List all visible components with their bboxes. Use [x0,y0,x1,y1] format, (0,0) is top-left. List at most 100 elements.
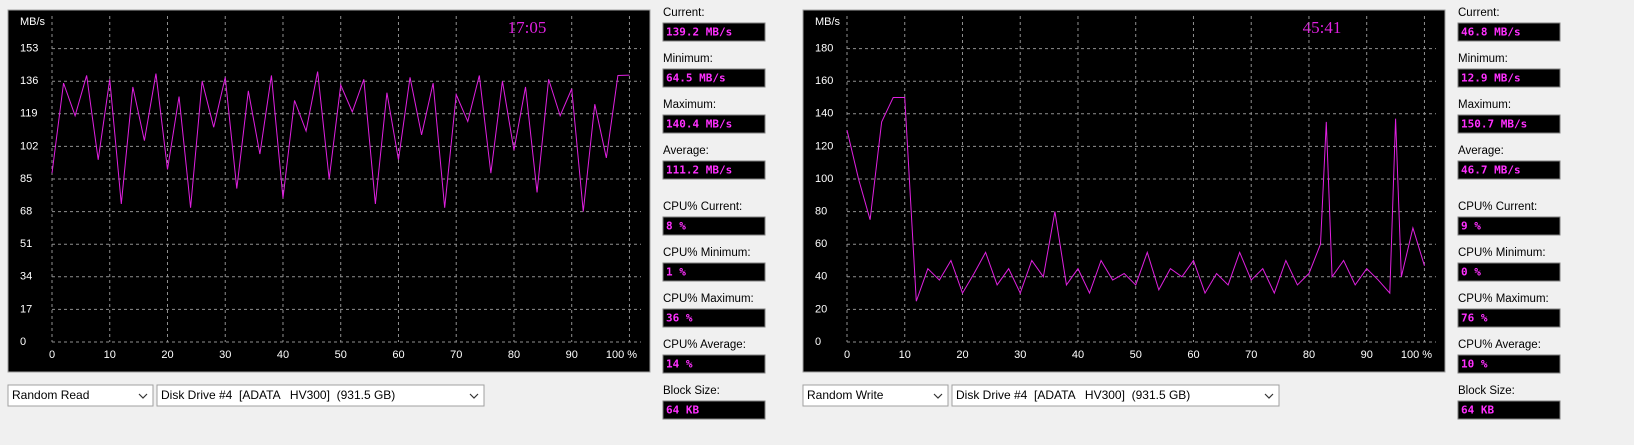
stat-box [1457,160,1561,180]
x-tick-label: 0 [844,349,850,361]
stat-label: Current: [663,7,705,19]
x-tick-label: 60 [1187,349,1199,361]
stat-label: Minimum: [663,53,713,65]
stat-value: 64.5 MB/s [666,72,726,85]
y-tick-label: 140 [815,108,833,120]
stat-label: Average: [663,145,709,157]
stat-value: 111.2 MB/s [666,164,732,177]
x-tick-label: 60 [392,349,404,361]
stat-label: CPU% Average: [663,339,746,351]
y-tick-label: 0 [20,336,26,348]
test-dropdown-text: Random Write [807,388,884,402]
x-tick-label: 10 [104,349,116,361]
x-tick-label: 100 % [606,349,637,361]
stat-value: 1 % [666,266,686,279]
stat-box [1457,354,1561,374]
stat-label: CPU% Current: [1458,201,1537,213]
dropdown-arrow [138,393,148,399]
stat-box [662,160,766,180]
stat-box [662,354,766,374]
stat-value: 76 % [1461,312,1488,325]
y-tick-label: 34 [20,271,32,283]
data-line [51,71,630,212]
elapsed-time: 45:41 [1303,18,1342,37]
dropdown-arrow [469,393,479,399]
test-dropdown[interactable] [802,384,949,407]
dropdown-arrow [933,393,943,399]
stat-box [1457,308,1561,328]
x-tick-label: 70 [450,349,462,361]
y-tick-label: 120 [815,140,833,152]
data-line [846,97,1425,302]
y-tick-label: 51 [20,238,32,250]
y-tick-label: 136 [20,75,38,87]
unit-label: MB/s [20,16,46,28]
stat-box [1457,400,1561,420]
y-tick-label: 17 [20,303,32,315]
x-tick-label: 90 [566,349,578,361]
stat-value: 139.2 MB/s [666,26,732,39]
test-dropdown[interactable] [7,384,154,407]
x-tick-label: 50 [335,349,347,361]
stat-label: CPU% Average: [1458,339,1541,351]
y-tick-label: 100 [815,173,833,185]
stat-value: 46.7 MB/s [1461,164,1521,177]
y-tick-label: 40 [815,271,827,283]
stat-label: CPU% Maximum: [663,293,754,305]
unit-label: MB/s [815,16,841,28]
x-tick-label: 20 [956,349,968,361]
stat-box [1457,22,1561,42]
y-tick-label: 68 [20,206,32,218]
stat-box [1457,262,1561,282]
x-tick-label: 50 [1130,349,1142,361]
x-tick-label: 20 [161,349,173,361]
stat-box [662,400,766,420]
stat-label: Maximum: [663,99,716,111]
y-tick-label: 85 [20,173,32,185]
stat-value: 12.9 MB/s [1461,72,1521,85]
x-tick-label: 30 [1014,349,1026,361]
drive-dropdown[interactable] [951,384,1280,407]
stat-label: CPU% Maximum: [1458,293,1549,305]
stat-box [662,262,766,282]
x-tick-label: 90 [1361,349,1373,361]
stat-label: Maximum: [1458,99,1511,111]
stat-value: 64 KB [1461,404,1494,417]
stat-value: 10 % [1461,358,1488,371]
y-tick-label: 20 [815,303,827,315]
x-tick-label: 0 [49,349,55,361]
x-tick-label: 30 [219,349,231,361]
x-tick-label: 70 [1245,349,1257,361]
stat-value: 9 % [1461,220,1481,233]
stat-box [662,68,766,88]
y-tick-label: 153 [20,43,38,55]
stat-box [662,308,766,328]
y-tick-label: 102 [20,140,38,152]
stat-box [1457,68,1561,88]
stat-value: 14 % [666,358,693,371]
x-tick-label: 10 [899,349,911,361]
y-tick-label: 180 [815,43,833,55]
drive-dropdown-text: Disk Drive #4 [ADATA HV300] (931.5 GB) [956,388,1190,402]
stat-value: 150.7 MB/s [1461,118,1527,131]
y-tick-label: 60 [815,238,827,250]
stat-box [662,216,766,236]
y-tick-label: 80 [815,206,827,218]
y-tick-label: 119 [20,108,38,120]
x-tick-label: 40 [277,349,289,361]
stat-label: Current: [1458,7,1500,19]
stat-label: CPU% Current: [663,201,742,213]
x-tick-label: 80 [508,349,520,361]
stat-box [1457,216,1561,236]
stat-box [662,114,766,134]
y-tick-label: 160 [815,75,833,87]
stat-label: Block Size: [663,385,720,397]
stat-box [662,22,766,42]
stat-label: CPU% Minimum: [663,247,751,259]
stat-box [1457,114,1561,134]
test-dropdown-text: Random Read [12,388,89,402]
drive-dropdown[interactable] [156,384,485,407]
x-tick-label: 40 [1072,349,1084,361]
x-tick-label: 80 [1303,349,1315,361]
